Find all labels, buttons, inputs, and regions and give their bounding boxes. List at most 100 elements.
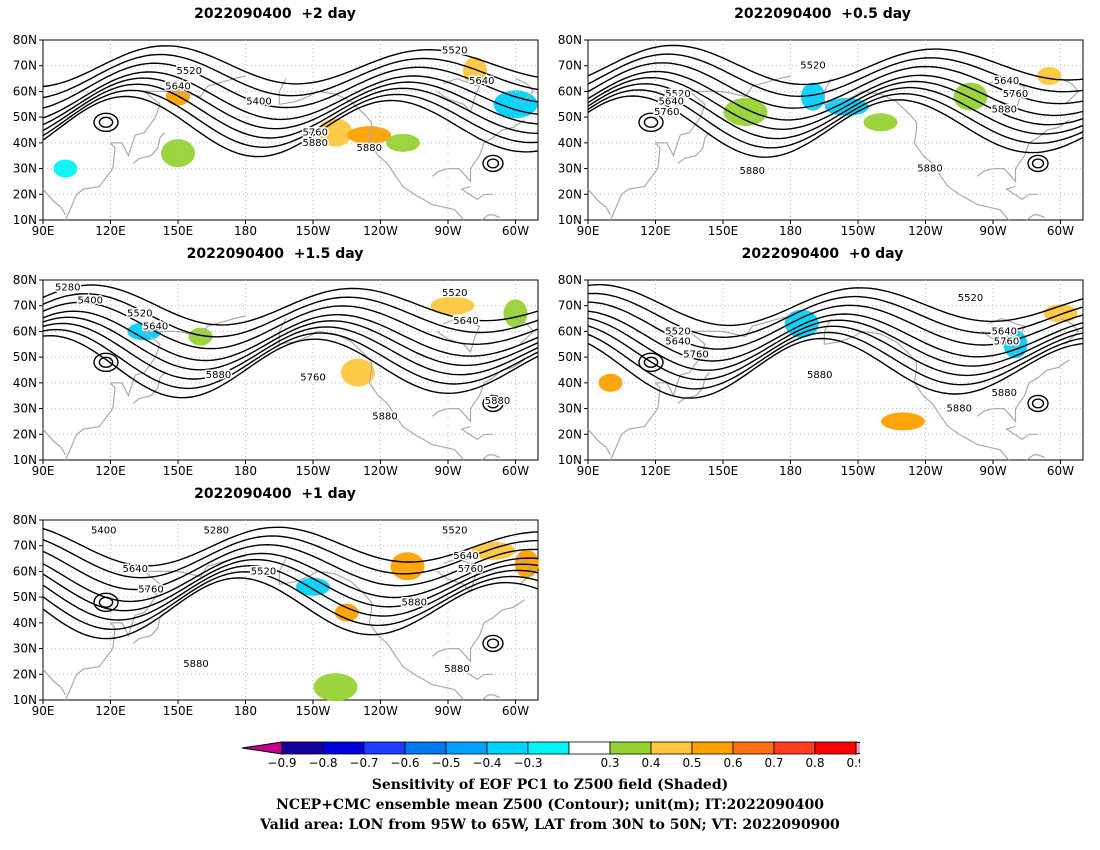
contour-label: 5880 — [992, 104, 1017, 115]
coastline — [436, 77, 481, 114]
colorbar-label: −0.8 — [308, 756, 337, 770]
sensitivity-shading — [347, 126, 392, 145]
contour-label: 5640 — [165, 81, 190, 92]
y-tick-label: 50N — [13, 110, 37, 124]
y-tick-label: 70N — [558, 59, 582, 73]
contour-label: 5880 — [183, 659, 208, 670]
plot-frame — [587, 39, 1084, 221]
coastline — [368, 622, 465, 701]
x-tick-label: 60W — [502, 704, 529, 715]
closed-contour — [98, 356, 114, 368]
z500-contour — [43, 316, 538, 371]
contour-label: 5640 — [469, 76, 494, 87]
x-tick-label: 150E — [708, 224, 739, 235]
map-plot: 5280 5400 5520 5640 5520 5640 5880 5760 5880 5880… — [13, 273, 539, 475]
y-tick-label: 20N — [13, 427, 37, 441]
z500-contour — [588, 44, 1083, 86]
contour-label: 5520 — [442, 288, 467, 299]
contour-label: 5400 — [91, 525, 116, 536]
coastline — [42, 668, 67, 696]
footer-model-info: NCEP+CMC ensemble mean Z500 (Contour); u… — [276, 797, 824, 813]
colorbar-box — [404, 741, 447, 755]
x-tick-label: 180 — [234, 224, 257, 235]
z500-contour — [588, 70, 1083, 121]
x-tick-label: 90E — [577, 224, 600, 235]
contour-label: 5760 — [138, 584, 163, 595]
z500-contour — [43, 53, 538, 99]
z500-contour — [588, 317, 1083, 371]
y-tick-label: 20N — [13, 187, 37, 201]
z500-contour — [43, 71, 538, 121]
contour-label: 5880 — [402, 597, 427, 608]
contour-label: 5640 — [453, 551, 478, 562]
z500-contour — [588, 95, 1083, 158]
colorbar: −0.9 −0.8 −0.7 −0.6 −0.5 −0.4 −0.3 0.3 0.4 0.5 0.6… — [241, 741, 860, 770]
sensitivity-shading — [334, 603, 359, 622]
x-tick-label: 120E — [640, 464, 671, 475]
colorbar-label: 0.8 — [805, 756, 824, 770]
z500-contour — [588, 325, 1083, 381]
x-tick-label: 150W — [296, 704, 331, 715]
closed-contour — [93, 112, 119, 132]
contour-label: 5520 — [127, 308, 152, 319]
x-tick-label: 90W — [979, 464, 1006, 475]
y-tick-label: 60N — [13, 84, 37, 98]
map-panel-plus-0.5-day: 2022090400 +0.5 day 5520 5520 5640 5640 5760… — [545, 0, 1100, 235]
z500-contour — [43, 45, 538, 88]
y-tick-label: 20N — [13, 667, 37, 681]
z500-contour — [43, 526, 538, 567]
coastline — [913, 142, 1010, 221]
x-tick-label: 150E — [163, 464, 194, 475]
closed-contour — [1031, 158, 1045, 169]
contour-label: 5520 — [177, 66, 202, 77]
coastline — [481, 454, 501, 461]
z500-contour — [43, 301, 538, 350]
sensitivity-shading — [723, 98, 768, 126]
z500-contour — [43, 83, 538, 139]
z500-contour — [588, 76, 1083, 131]
y-tick-label: 80N — [13, 273, 37, 287]
z500-contour — [43, 571, 538, 630]
x-tick-label: 120E — [95, 704, 126, 715]
contour-label: 5640 — [992, 326, 1017, 337]
z500-contour — [43, 328, 538, 390]
y-tick-label: 10N — [13, 213, 37, 227]
y-tick-label: 50N — [13, 590, 37, 604]
closed-contour — [482, 634, 504, 653]
x-tick-label: 120E — [95, 464, 126, 475]
x-tick-label: 120E — [640, 224, 671, 235]
panel-title: 2022090400 +0.5 day — [734, 6, 911, 22]
colorbar-box — [445, 741, 488, 755]
coastline — [677, 372, 710, 404]
z500-contour — [43, 552, 538, 603]
contour-label: 5520 — [665, 326, 690, 337]
x-tick-label: 60W — [1047, 464, 1074, 475]
map-panel-plus-0-day: 2022090400 +0 day 5520 5520 5640 5640 5760 57… — [545, 240, 1100, 475]
coastline — [913, 382, 1010, 461]
z500-contour — [43, 293, 538, 338]
x-tick-label: 90W — [979, 224, 1006, 235]
coastline — [436, 317, 481, 354]
y-tick-label: 70N — [13, 59, 37, 73]
colorbar-arrow-low — [241, 741, 283, 755]
panel-title: 2022090400 +1.5 day — [186, 246, 364, 262]
z500-contour — [43, 577, 538, 640]
x-tick-label: 90W — [434, 464, 461, 475]
contour-label: 5640 — [123, 564, 148, 575]
contour-label: 5640 — [994, 76, 1019, 87]
coastline — [42, 428, 67, 456]
closed-contour — [1027, 394, 1049, 413]
z500-contour — [43, 322, 538, 380]
colorbar-box — [773, 741, 816, 755]
contour-label: 5760 — [654, 107, 679, 118]
y-tick-label: 50N — [558, 350, 582, 364]
x-tick-label: 150E — [163, 704, 194, 715]
sensitivity-shading — [430, 296, 475, 315]
z500-contour — [588, 301, 1083, 350]
colorbar-box — [732, 741, 775, 755]
y-tick-label: 60N — [558, 84, 582, 98]
z500-contour — [43, 95, 538, 158]
contour-label: 5880 — [917, 164, 942, 175]
sensitivity-shading — [161, 139, 195, 168]
